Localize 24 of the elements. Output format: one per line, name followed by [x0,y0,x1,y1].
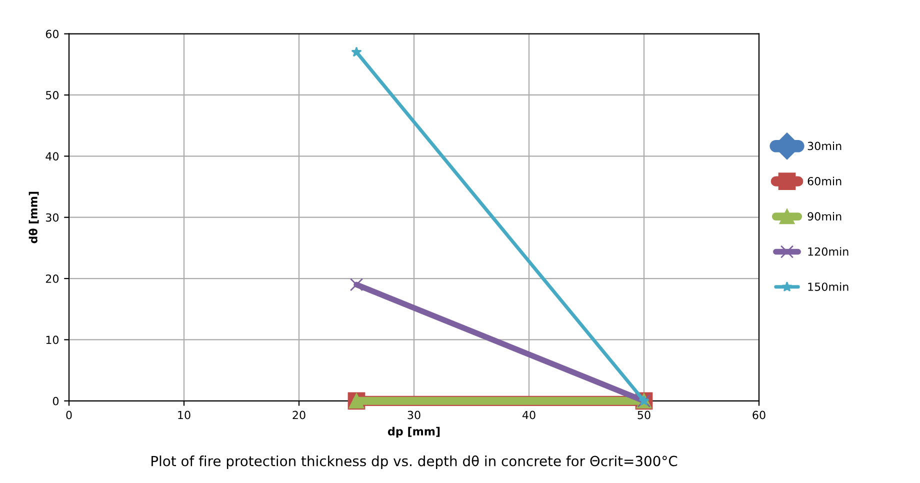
y-tick-label: 40 [46,152,59,161]
legend-label: 60min [808,176,842,186]
y-tick-label: 30 [46,213,59,222]
y-tick-label: 0 [52,396,59,406]
y-tick-label: 20 [46,274,59,283]
y-axis-title: dθ [mm] [28,192,39,244]
legend-label: 150min [808,282,848,291]
x-tick-label: 50 [638,410,650,420]
x-tick-label: 0 [66,410,72,420]
legend-label: 30min [808,142,842,150]
x-tick-label: 40 [522,410,536,420]
x-axis-title: dp [mm] [388,426,440,438]
x-tick-label: 60 [752,410,766,420]
x-tick-label: 10 [178,410,190,420]
x-tick-label: 30 [408,410,420,420]
y-tick-label: 50 [46,90,59,100]
legend-label: 120min [808,247,848,256]
legend-label: 90min [808,212,842,221]
text: Plot of fire protection thickness dp vs. depth dθ in concrete for Θcrit=300°C [152,455,678,469]
x-tick-label: 20 [292,410,306,420]
point [350,278,364,292]
y-tick-label: 60 [46,30,59,38]
y-tick-label: 10 [46,336,59,344]
point [351,46,362,57]
